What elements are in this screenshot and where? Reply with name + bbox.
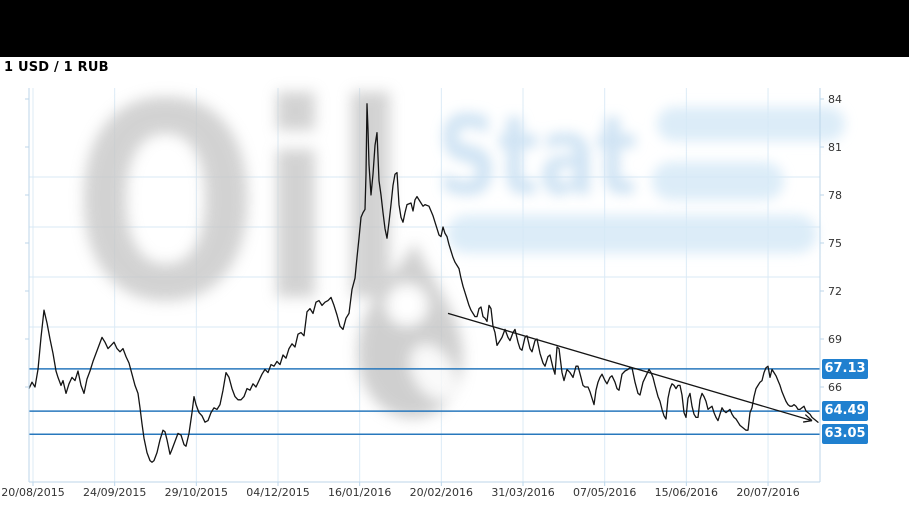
date-tick-label: 15/06/2016	[655, 486, 718, 499]
date-tick-label: 20/08/2015	[1, 486, 64, 499]
price-level-badge: 64.49	[822, 401, 868, 422]
date-tick-label: 16/01/2016	[328, 486, 391, 499]
y-axis-labels: 84 81 78 75 72 69 66	[828, 93, 842, 394]
svg-text:78: 78	[828, 189, 842, 202]
svg-text:Oil: Oil	[73, 46, 408, 361]
date-tick-label: 20/07/2016	[736, 486, 799, 499]
date-tick-label: 24/09/2015	[83, 486, 146, 499]
price-line-usd-rub	[28, 103, 819, 463]
chart-title: 1 USD / 1 RUB	[4, 60, 109, 75]
svg-text:72: 72	[828, 285, 842, 298]
date-tick-label: 20/02/2016	[410, 486, 473, 499]
date-tick-label: 04/12/2015	[246, 486, 309, 499]
price-level-badge: 63.05	[822, 424, 868, 445]
support-lines	[29, 368, 820, 435]
svg-text:84: 84	[828, 93, 842, 106]
date-tick-label: 29/10/2015	[165, 486, 228, 499]
date-tick-label: 31/03/2016	[491, 486, 554, 499]
svg-text:75: 75	[828, 237, 842, 250]
x-axis-labels: 20/08/2015 24/09/2015 29/10/2015 04/12/2015…	[1, 486, 799, 499]
watermark-oilstat-logo: Oil Stat	[73, 46, 845, 419]
date-tick-label: 07/05/2016	[573, 486, 636, 499]
svg-text:81: 81	[828, 141, 842, 154]
svg-text:69: 69	[828, 333, 842, 346]
price-level-badge: 67.13	[822, 358, 868, 379]
trend-line	[447, 312, 813, 423]
axis-layer	[25, 88, 824, 486]
svg-text:66: 66	[828, 381, 842, 394]
top-black-bar	[0, 0, 909, 57]
svg-text:Stat: Stat	[437, 92, 637, 220]
